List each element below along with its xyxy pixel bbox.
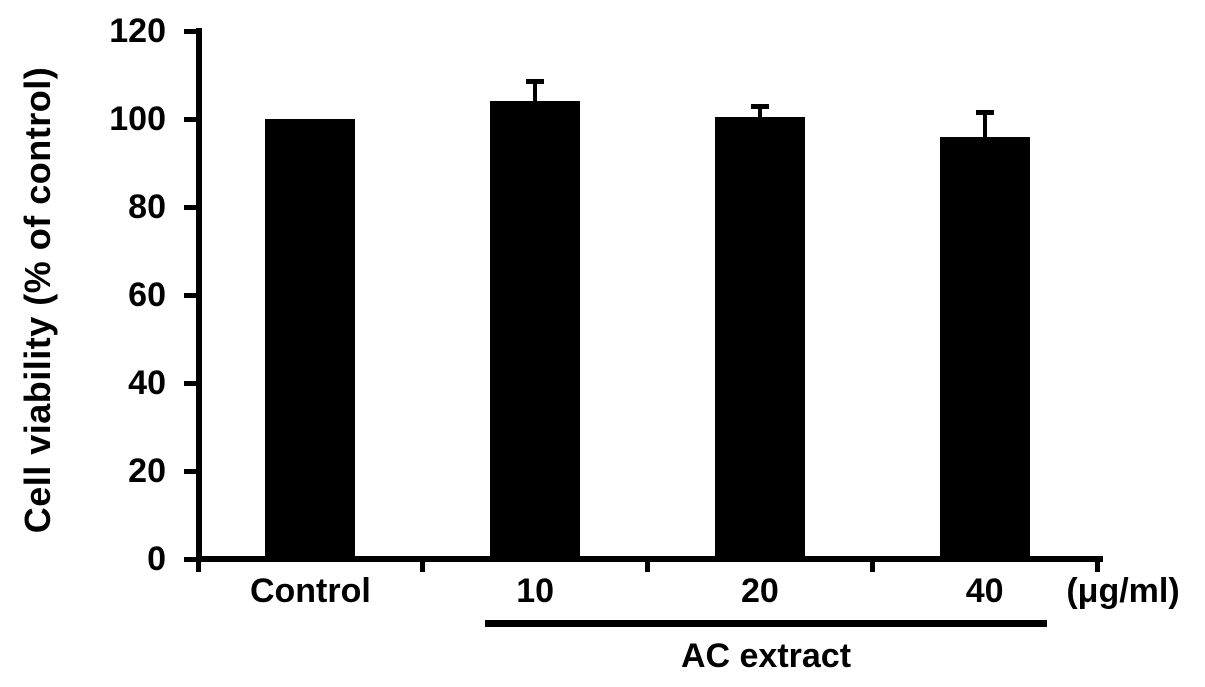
y-axis-tick [184, 204, 200, 210]
group-label: AC extract [680, 637, 852, 675]
x-axis-tick [195, 556, 201, 572]
y-tick-label: 60 [128, 276, 166, 314]
y-axis-tick [184, 292, 200, 298]
error-bar-cap [975, 110, 994, 116]
y-axis-tick [184, 380, 200, 386]
bar [265, 119, 356, 559]
x-axis-tick [869, 556, 875, 572]
x-category-label: Control [249, 572, 371, 610]
y-tick-label: 120 [109, 12, 166, 50]
y-axis-tick [184, 28, 200, 34]
group-underline [485, 620, 1047, 627]
x-axis-tick [1094, 556, 1100, 572]
error-bar-cap [526, 79, 545, 85]
y-axis-tick [184, 468, 200, 474]
x-category-label: 40 [965, 572, 1004, 610]
y-axis-title: Cell viability (% of control) [17, 66, 58, 534]
y-axis-tick [184, 556, 200, 562]
y-tick-label: 100 [109, 100, 166, 138]
bar [490, 101, 581, 559]
bar [939, 136, 1030, 559]
y-tick-label: 20 [128, 452, 166, 490]
error-bar-cap [750, 103, 769, 109]
y-tick-label: 40 [128, 364, 166, 402]
x-category-label: 10 [516, 572, 555, 610]
x-category-label: 20 [740, 572, 779, 610]
y-tick-label: 0 [147, 540, 166, 578]
x-axis-tick [420, 556, 426, 572]
bar [714, 116, 805, 559]
error-bar-stem [982, 114, 987, 137]
error-bar-stem [757, 107, 762, 117]
x-axis-tick [645, 556, 650, 572]
x-axis-unit-label: (μg/ml) [1066, 572, 1180, 610]
y-axis-tick [184, 116, 200, 122]
error-bar-stem [533, 83, 538, 102]
y-tick-label: 80 [128, 188, 166, 226]
